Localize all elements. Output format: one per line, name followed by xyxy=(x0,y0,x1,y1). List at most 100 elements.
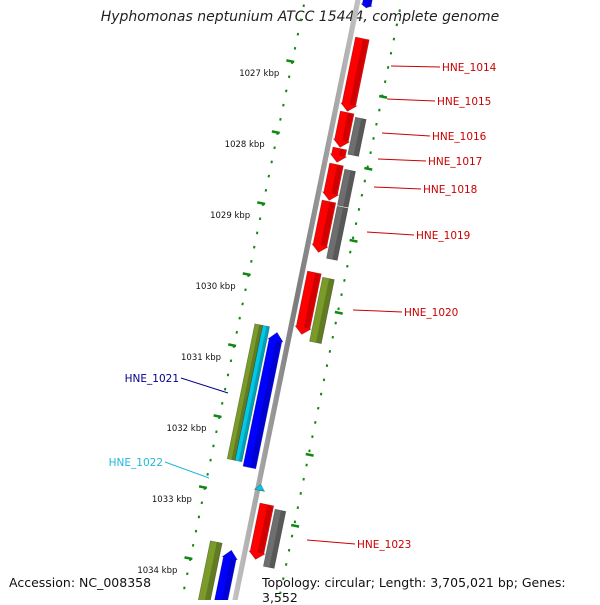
cog-box xyxy=(347,116,367,157)
backbone xyxy=(232,0,361,600)
right-minor-tick xyxy=(296,506,300,510)
gene-hne-1023-arrow-shade xyxy=(257,505,273,554)
left-minor-tick xyxy=(212,444,215,448)
gene-hne-1020-arrow xyxy=(294,270,322,335)
right-minor-tick xyxy=(316,406,320,410)
right-minor-tick xyxy=(299,492,302,495)
gene-label[interactable]: HNE_1014 xyxy=(442,62,497,74)
kbp-major-tick xyxy=(184,556,193,561)
left-minor-tick xyxy=(287,75,291,79)
right-major-tick xyxy=(349,238,358,243)
kbp-label: 1033 kbp xyxy=(152,495,192,505)
gene-label[interactable]: HNE_1022 xyxy=(109,457,163,469)
kbp-label: 1029 kbp xyxy=(210,211,250,221)
gene-label[interactable]: HNE_1015 xyxy=(437,96,491,108)
gene-label[interactable]: HNE_1023 xyxy=(357,539,411,551)
left-minor-tick xyxy=(238,316,241,320)
left-minor-tick xyxy=(255,231,259,235)
map-title: Hyphomonas neptunium ATCC 15444, complet… xyxy=(100,9,500,25)
kbp-label: 1031 kbp xyxy=(181,353,221,363)
right-major-tick xyxy=(334,310,343,315)
left-minor-tick xyxy=(270,160,273,164)
left-minor-tick xyxy=(241,302,244,306)
gene-label[interactable]: HNE_1016 xyxy=(432,131,487,143)
gene-label[interactable]: HNE_1018 xyxy=(423,184,477,196)
kbp-label: 1027 kbp xyxy=(239,69,279,79)
left-minor-tick xyxy=(226,373,230,377)
right-major-tick xyxy=(290,523,300,528)
cog-box xyxy=(337,168,356,208)
gene-partial-bottom-arrow xyxy=(214,549,238,600)
leader-line xyxy=(306,539,356,545)
leader-line xyxy=(366,231,415,236)
gene-partial-bottom-arrow-shade xyxy=(221,558,236,600)
rna-box xyxy=(234,325,270,463)
gene-hne-1020-arrow-shade xyxy=(303,273,321,329)
kbp-label: 1034 kbp xyxy=(137,566,177,576)
right-minor-tick xyxy=(346,264,349,268)
leader-line xyxy=(386,98,436,102)
right-minor-tick xyxy=(389,51,393,55)
gene-hne-1021-arrow xyxy=(242,332,284,470)
leader-line xyxy=(352,309,403,313)
left-minor-tick xyxy=(267,174,271,178)
right-minor-tick xyxy=(302,477,305,481)
right-minor-tick xyxy=(349,250,352,254)
cog-box xyxy=(197,540,223,600)
leader-line xyxy=(381,132,431,137)
gene-hne-1016-arrow xyxy=(329,146,348,163)
gene-partial-top-arrow xyxy=(360,0,373,9)
right-minor-tick xyxy=(334,321,337,325)
gene-hne-1015-arrow xyxy=(332,110,355,148)
left-minor-tick xyxy=(279,117,282,121)
leader-line xyxy=(377,158,427,162)
left-minor-tick xyxy=(258,217,262,221)
kbp-label: 1028 kbp xyxy=(225,140,265,150)
left-minor-tick xyxy=(186,572,189,576)
gene-label[interactable]: HNE_1017 xyxy=(428,156,482,168)
gene-hne-1017-arrow xyxy=(321,162,344,201)
right-minor-tick xyxy=(363,179,367,183)
kbp-major-tick xyxy=(286,59,295,64)
right-minor-tick xyxy=(351,236,355,240)
kbp-major-tick xyxy=(242,272,251,277)
right-minor-tick xyxy=(340,293,343,297)
gene-hne-1017-arrow-shade xyxy=(331,165,343,195)
left-minor-tick xyxy=(197,515,201,519)
kbp-major-tick xyxy=(271,130,280,135)
left-minor-tick xyxy=(220,401,224,405)
cog-box xyxy=(309,276,335,344)
gene-label[interactable]: HNE_1019 xyxy=(416,230,470,242)
right-minor-tick xyxy=(282,577,285,581)
kbp-major-tick xyxy=(213,414,222,419)
cog-box xyxy=(263,508,287,569)
right-minor-tick xyxy=(343,279,346,282)
rna-box-shade xyxy=(238,326,270,462)
gene-label[interactable]: HNE_1020 xyxy=(404,307,458,319)
gene-hne-1014-arrow xyxy=(340,36,370,112)
right-minor-tick xyxy=(293,520,297,524)
cog-box xyxy=(326,205,349,261)
right-major-tick xyxy=(378,94,388,99)
right-minor-tick xyxy=(308,449,311,453)
gene-hne-1023-arrow xyxy=(248,502,275,560)
right-minor-tick xyxy=(386,66,390,69)
left-minor-tick xyxy=(191,543,195,547)
right-minor-tick xyxy=(314,421,317,424)
left-minor-tick xyxy=(229,359,233,363)
leader-line xyxy=(164,461,210,479)
gene-hne-1022-arrow-shade xyxy=(259,489,263,492)
left-minor-tick xyxy=(273,146,276,150)
right-minor-tick xyxy=(375,122,378,126)
kbp-major-tick xyxy=(227,343,237,348)
right-minor-tick xyxy=(372,137,375,140)
right-minor-tick xyxy=(284,563,288,566)
left-minor-tick xyxy=(293,46,297,50)
right-minor-tick xyxy=(395,23,399,27)
gene-hne-1018-arrow-shade xyxy=(320,202,335,247)
left-minor-tick xyxy=(194,529,198,533)
gene-label[interactable]: HNE_1021 xyxy=(125,373,179,385)
left-minor-tick xyxy=(282,103,285,107)
kbp-major-tick xyxy=(198,485,208,490)
